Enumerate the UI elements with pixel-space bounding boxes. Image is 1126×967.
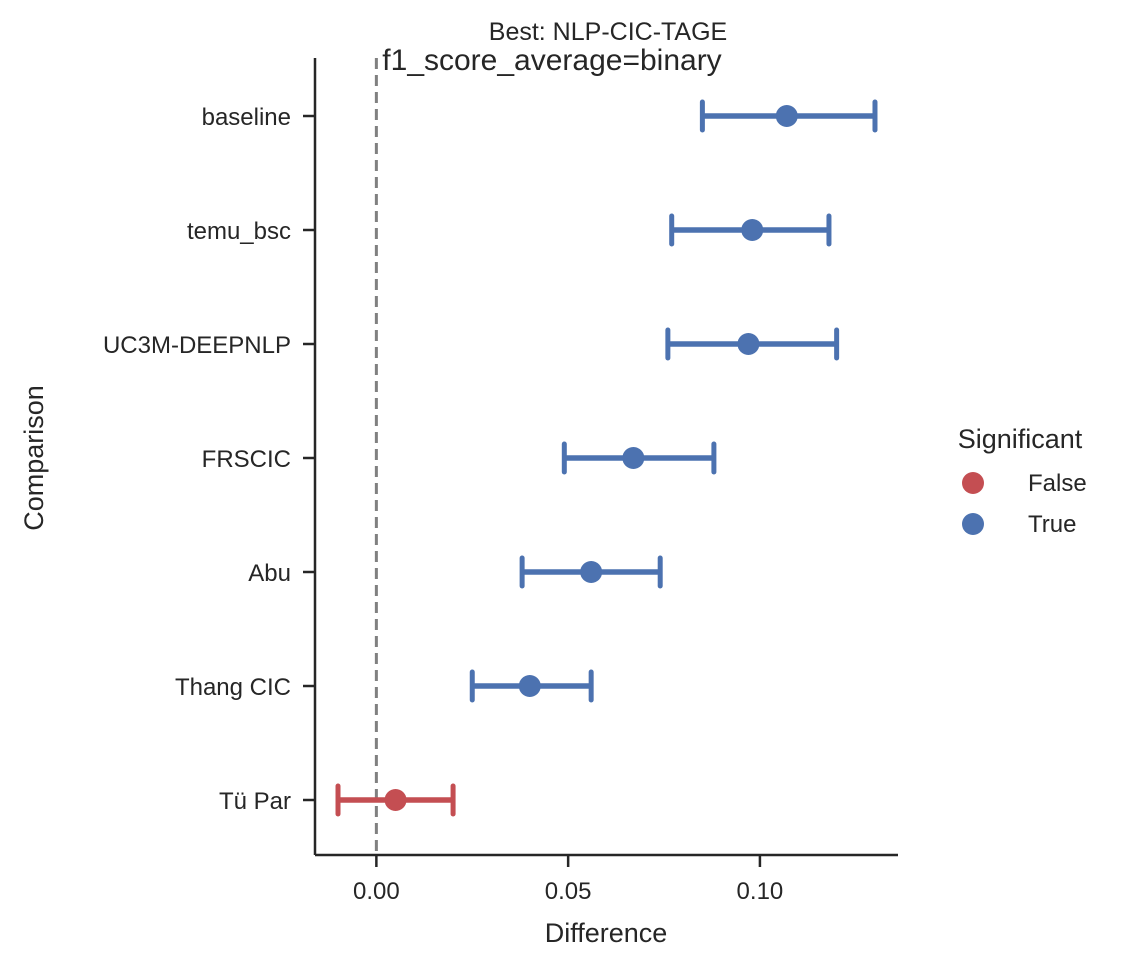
data-point	[775, 105, 798, 127]
legend-label-false: False	[1028, 470, 1087, 497]
x-tick-label: 0.00	[353, 878, 400, 905]
chart-title: Best: NLP-CIC-TAGE	[489, 18, 727, 46]
data-point	[384, 789, 407, 811]
data-point	[737, 333, 760, 355]
x-axis-label: Difference	[545, 918, 668, 948]
legend-marker-true	[962, 513, 984, 535]
y-tick-label: Thang CIC	[175, 674, 291, 701]
y-axis-label: Comparison	[19, 385, 49, 531]
legend-title: Significant	[958, 424, 1083, 454]
x-tick-label: 0.05	[545, 878, 592, 905]
y-tick-label: UC3M-DEEPNLP	[103, 332, 291, 359]
y-tick-label: Tü Par	[219, 788, 291, 815]
data-point	[622, 447, 645, 469]
data-point	[518, 675, 541, 697]
data-point	[580, 561, 603, 583]
legend: Significant False True	[958, 424, 1087, 538]
y-tick-label: FRSCIC	[202, 446, 291, 473]
legend-marker-false	[962, 472, 984, 494]
data-point	[741, 219, 764, 241]
y-tick-label: Abu	[248, 560, 291, 587]
y-tick-label: temu_bsc	[187, 218, 291, 245]
chart-subtitle: f1_score_average=binary	[382, 44, 721, 77]
legend-label-true: True	[1028, 511, 1076, 538]
plot-area: 0.00 0.05 0.10 baseline temu_bsc UC3M-DEEPNLP…	[103, 58, 898, 905]
y-tick-label: baseline	[202, 104, 291, 131]
x-tick-label: 0.10	[737, 878, 784, 905]
